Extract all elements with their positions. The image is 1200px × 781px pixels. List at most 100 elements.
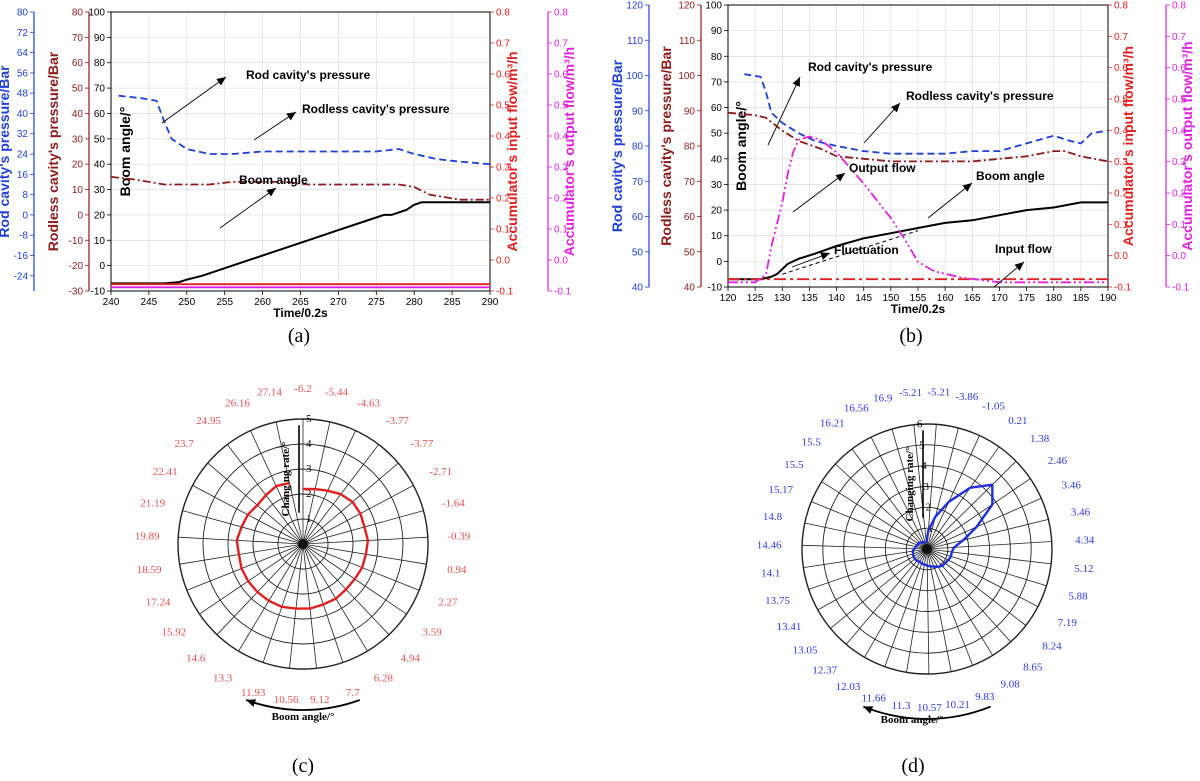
ytick-label-a-rod-10: 56 [17, 68, 29, 79]
ytick-label-a-output-0: -0.1 [554, 287, 572, 298]
ytick-label-b-boom-6: 50 [711, 129, 723, 140]
polar-center-c [298, 539, 308, 549]
annotation-arrow-b-2-head [835, 173, 845, 182]
ytick-label-b-output-4: 0.3 [1172, 157, 1186, 168]
ytick-label-a-boom-8: 70 [94, 84, 106, 95]
ytick-label-a-rod-9: 48 [17, 89, 29, 100]
polar-rtick-c-1: 2 [306, 488, 312, 500]
caption-b: (b) [899, 325, 922, 347]
polar-category-label-c-6: -1.64 [442, 497, 465, 509]
polar-spoke-c-1 [302, 421, 331, 545]
ytick-label-b-output-8: 0.7 [1172, 32, 1186, 43]
polar-rtick-c-4: 5 [306, 413, 312, 425]
ytick-label-a-input-4: 0.3 [496, 163, 510, 174]
ytick-label-a-rod-12: 72 [17, 28, 29, 39]
polar-category-label-c-15: 10.56 [274, 694, 299, 706]
ytick-label-a-input-2: 0.1 [496, 225, 510, 236]
ytick-label-b-input-0: -0.1 [1114, 283, 1132, 294]
polar-category-label-c-26: 24.95 [196, 415, 221, 427]
polar-spoke-d-21 [864, 548, 928, 658]
ytick-label-b-rod-0: 40 [632, 283, 644, 294]
polar-spoke-d-4 [926, 446, 1000, 550]
polar-curve-d [911, 483, 994, 568]
ytick-label-a-rodless-1: -20 [69, 261, 84, 272]
ytick-label-a-input-8: 0.7 [496, 39, 510, 50]
series-line-b-output-flow [728, 135, 1108, 284]
ytick-label-a-rod-1: -16 [14, 251, 29, 262]
xtick-label-a-2: 250 [178, 297, 195, 308]
xtick-label-a-9: 285 [444, 297, 461, 308]
series-line-b-boom-angle [728, 201, 1108, 281]
polar-category-label-c-24: 22.41 [153, 466, 178, 478]
series-line-b-rod-cavity-s-pressure [744, 73, 1109, 155]
polar-category-label-d-31: 15.5 [802, 437, 822, 449]
ytick-label-a-input-1: 0.0 [496, 256, 510, 267]
polar-spoke-c-25 [207, 462, 304, 545]
ytick-label-a-output-1: 0.0 [554, 256, 568, 267]
polar-spoke-c-9 [302, 543, 420, 591]
polar-spoke-d-6 [926, 478, 1031, 550]
y-axis-title-a-output: Accumulator's output flow/m³/h [561, 47, 577, 256]
ytick-label-a-input-9: 0.8 [496, 8, 510, 19]
polar-category-label-c-2: -4.63 [357, 397, 380, 409]
xtick-label-a-0: 240 [103, 297, 120, 308]
ytick-label-a-rod-3: 0 [22, 210, 28, 221]
polar-category-label-c-8: 0.94 [447, 564, 467, 576]
polar-spoke-d-29 [811, 501, 928, 550]
ytick-label-b-output-3: 0.2 [1172, 189, 1186, 200]
xtick-label-a-5: 265 [292, 297, 309, 308]
polar-category-label-c-22: 19.89 [135, 531, 160, 543]
polar-spoke-d-2 [926, 427, 959, 550]
polar-category-label-d-11: 5.88 [1068, 591, 1088, 603]
ytick-label-b-rod-8: 120 [626, 1, 643, 12]
ytick-label-a-rod-4: 8 [22, 190, 28, 201]
caption-c: (c) [292, 755, 314, 777]
xtick-label-b-10: 170 [991, 293, 1008, 304]
polar-category-label-c-23: 21.19 [140, 497, 165, 509]
polar-spoke-d-11 [926, 548, 1047, 587]
annotation-arrow-a-2-head [266, 188, 276, 197]
ytick-label-b-boom-4: 30 [711, 180, 723, 191]
ytick-label-b-rod-3: 70 [632, 177, 644, 188]
xtick-label-b-4: 140 [828, 293, 845, 304]
ytick-label-b-input-5: 0.4 [1114, 126, 1128, 137]
polar-spoke-c-14 [302, 543, 317, 669]
polar-category-label-d-19: 11.3 [892, 700, 911, 712]
ytick-label-a-rodless-3: 0 [77, 210, 83, 221]
ytick-label-a-boom-3: 20 [94, 210, 106, 221]
polar-category-label-d-13: 8.24 [1042, 641, 1062, 653]
polar-category-label-d-23: 13.05 [793, 644, 818, 656]
polar-category-label-d-2: -3.86 [955, 391, 978, 403]
annotation-arrow-b-4-head [1014, 262, 1024, 271]
ytick-label-b-boom-8: 70 [711, 77, 723, 88]
polar-spoke-d-8 [926, 519, 1049, 550]
polar-spoke-d-13 [926, 548, 1027, 626]
ytick-label-b-input-9: 0.8 [1114, 1, 1128, 12]
polar-category-label-c-14: 9.12 [310, 694, 329, 706]
polar-radial-title-d: Changing rate/° [904, 447, 916, 522]
annotation-arrow-b-0-line [767, 76, 801, 146]
annotation-arrow-b-3-line [927, 182, 973, 219]
xtick-label-b-14: 190 [1100, 293, 1117, 304]
annotation-label-a-1: Rodless cavity's pressure [302, 102, 450, 116]
polar-category-label-d-27: 14.46 [757, 539, 782, 551]
ytick-label-a-boom-6: 50 [94, 134, 106, 145]
xtick-label-b-11: 175 [1018, 293, 1035, 304]
ytick-label-b-boom-9: 80 [711, 52, 723, 63]
polar-category-label-c-13: 7.7 [346, 687, 360, 699]
polar-category-label-d-21: 12.03 [836, 681, 861, 693]
polar-category-label-d-29: 15.17 [768, 484, 793, 496]
ytick-label-b-rodless-3: 70 [684, 177, 696, 188]
polar-rtick-d-1: 2 [926, 502, 932, 514]
ytick-label-a-rodless-2: -10 [69, 236, 84, 247]
ytick-label-a-output-6: 0.5 [554, 101, 568, 112]
ytick-label-a-boom-7: 60 [94, 109, 106, 120]
polar-category-label-c-10: 3.59 [422, 627, 442, 639]
polar-category-label-d-22: 12.37 [812, 665, 837, 677]
polar-spoke-c-17 [238, 543, 304, 652]
polar-category-label-c-19: 15.92 [162, 627, 187, 639]
polar-category-label-c-7: -0.39 [447, 531, 470, 543]
polar-spoke-c-27 [250, 430, 304, 545]
polar-category-label-c-25: 23.7 [174, 438, 194, 450]
ytick-label-a-boom-2: 10 [94, 236, 106, 247]
